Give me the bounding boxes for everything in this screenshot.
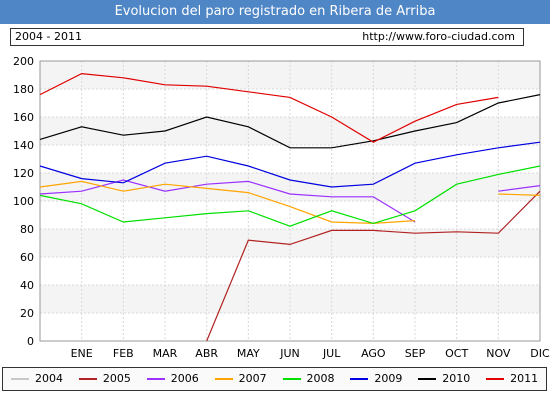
series-line-2008 (39, 165, 541, 227)
legend-label: 2010 (442, 372, 471, 385)
plot-area (39, 60, 541, 342)
chart-title: Evolucion del paro registrado en Ribera … (0, 0, 550, 24)
series-line-2007 (498, 193, 541, 196)
x-axis: ENE FEB MAR ABR MAY JUN JUL AGO SEP OCT NOV DIC (71, 347, 550, 360)
series-line-2007 (39, 180, 416, 225)
legend: 2004 2005 2006 2007 2008 2009 2010 2011 (2, 367, 547, 391)
x-tick-label: SEP (405, 347, 426, 360)
series-line-2005 (206, 190, 541, 342)
x-tick-label: DIC (530, 347, 550, 360)
x-tick-label: JUN (279, 347, 300, 360)
legend-label: 2009 (374, 372, 403, 385)
y-tick-label: 80 (20, 223, 34, 236)
y-tick-label: 180 (13, 83, 34, 96)
legend-swatch (146, 378, 165, 380)
legend-swatch (11, 378, 29, 380)
y-tick-label: 160 (13, 111, 34, 124)
x-tick-label: OCT (445, 347, 468, 360)
x-tick-label: ABR (195, 347, 218, 360)
series-line-2010 (39, 94, 541, 149)
legend-swatch (214, 378, 233, 380)
legend-swatch (486, 378, 505, 380)
series-line-2011 (39, 72, 499, 143)
y-axis: 0 20 40 60 80 100 120 140 160 180 200 (13, 55, 34, 348)
source-url[interactable]: http://www.foro-ciudad.com (362, 30, 515, 43)
info-bar: 2004 - 2011 http://www.foro-ciudad.com (10, 28, 524, 46)
legend-swatch (350, 378, 369, 380)
legend-label: 2005 (102, 372, 131, 385)
legend-label: 2008 (306, 372, 335, 385)
x-tick-label: JUL (322, 347, 341, 360)
x-tick-label: MAR (153, 347, 178, 360)
legend-label: 2004 (35, 372, 63, 385)
x-tick-label: AGO (361, 347, 386, 360)
series-line-2006 (39, 179, 416, 223)
x-tick-label: MAY (237, 347, 260, 360)
x-tick-label: NOV (486, 347, 511, 360)
y-tick-label: 20 (20, 307, 34, 320)
legend-swatch (282, 378, 301, 380)
series-lines (39, 72, 541, 342)
legend-swatch (418, 378, 437, 380)
legend-swatch (78, 378, 97, 380)
y-tick-label: 120 (13, 167, 34, 180)
y-tick-label: 0 (27, 335, 34, 348)
y-tick-label: 140 (13, 139, 34, 152)
legend-label: 2006 (170, 372, 199, 385)
series-line-2006 (498, 185, 541, 192)
period-label: 2004 - 2011 (15, 30, 82, 43)
line-chart: 0 20 40 60 80 100 120 140 160 180 200 ENE FEB MAR ABR… (13, 55, 550, 360)
y-tick-label: 100 (13, 195, 34, 208)
x-tick-label: FEB (113, 347, 134, 360)
y-tick-label: 60 (20, 251, 34, 264)
y-tick-label: 40 (20, 279, 34, 292)
y-tick-label: 200 (13, 55, 34, 68)
series-line-2009 (39, 141, 541, 188)
legend-label: 2007 (238, 372, 267, 385)
x-tick-label: ENE (71, 347, 93, 360)
legend-label: 2011 (510, 372, 539, 385)
